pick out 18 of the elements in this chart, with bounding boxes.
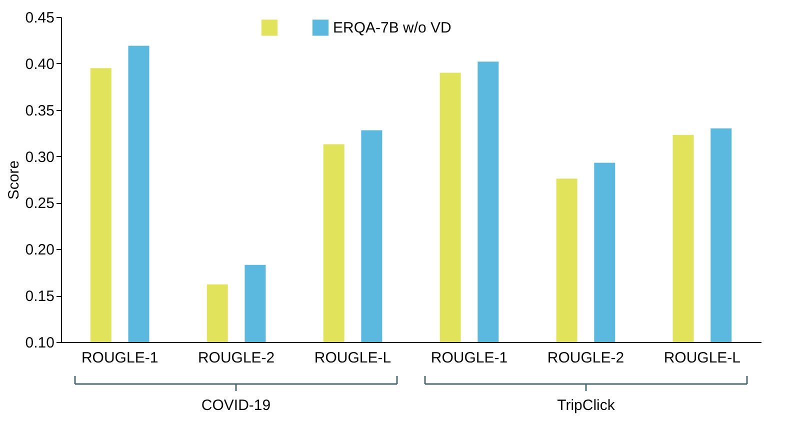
text: TripClick [557,397,616,414]
y-tick-label: 0.40 [25,56,54,73]
y-tick-label: 0.10 [25,334,54,352]
y-axis-title: Score [5,160,22,200]
text: COVID-19 [201,397,271,414]
x-tick-label: ROUGLE-2 [547,350,624,366]
x-tick-label: ROUGLE-L [664,350,741,366]
x-tick-label: ROUGLE-2 [198,350,275,366]
y-tick-label: 0.20 [25,242,54,259]
y-tick-label: 0.15 [25,288,54,306]
x-tick-label: ROUGLE-L [314,350,392,366]
y-tick-label: 0.45 [25,10,54,26]
legend-label: ERQA-7B w/o VD [333,20,452,37]
x-tick-label: ROUGLE-1 [81,350,158,366]
y-tick-label: 0.35 [25,102,54,120]
y-tick-label: 0.30 [25,148,54,166]
x-tick-label: ROUGLE-1 [430,350,508,366]
y-tick-label: 0.25 [25,195,54,212]
